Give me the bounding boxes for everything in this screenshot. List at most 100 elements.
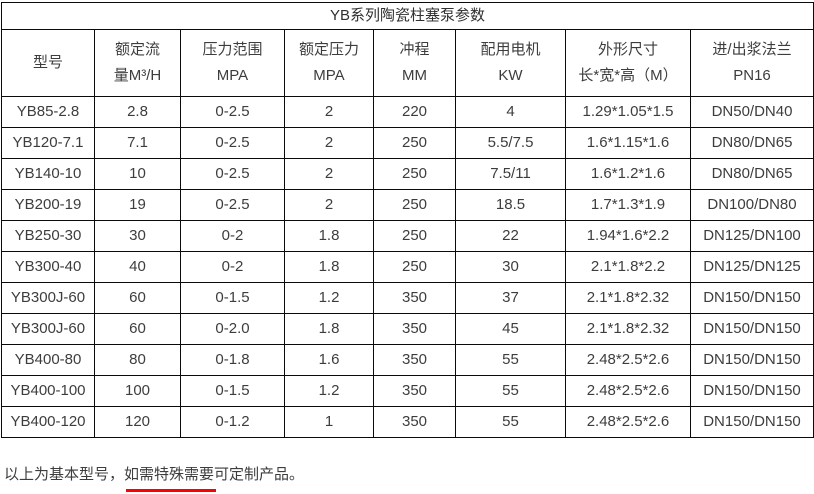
table-cell: YB300-40	[1, 251, 95, 283]
table-title: YB系列陶瓷柱塞泵参数	[0, 2, 814, 30]
table-row: YB300-40 40 0-2 1.8 250 30 2.1*1.8*2.2 DN125/DN…	[1, 251, 814, 283]
table-row: YB200-19 19 0-2.5 2 250 18.5 1.7*1.3*1.9 DN100/…	[1, 189, 814, 221]
table-cell: 0-2.5	[180, 158, 285, 190]
table-cell: YB400-100	[1, 375, 95, 407]
col-header-rated-flow: 额定流 量M³/H	[94, 29, 181, 97]
table-row: YB85-2.8 2.8 0-2.5 2 220 4 1.29*1.05*1.5 DN50/D…	[1, 96, 814, 128]
table-cell: 5.5/7.5	[455, 127, 566, 159]
table-cell: 350	[373, 313, 456, 345]
table-cell: 10	[94, 158, 181, 190]
table-cell: 1.8	[284, 220, 374, 252]
table-cell: 350	[373, 375, 456, 407]
table-cell: DN125/DN100	[689, 220, 814, 252]
table-cell: 1.29*1.05*1.5	[565, 96, 691, 128]
col-header-rated-pressure: 额定压力 MPA	[284, 29, 374, 97]
table-cell: 2.48*2.5*2.6	[565, 406, 691, 438]
table-cell: 0-1.8	[180, 344, 285, 376]
table-cell: YB120-7.1	[1, 127, 95, 159]
table-cell: 2.8	[94, 96, 181, 128]
red-underline-mark	[126, 489, 216, 492]
table-cell: 0-2.0	[180, 313, 285, 345]
table-cell: 7.5/11	[455, 158, 566, 190]
col-header-pressure-range: 压力范围 MPA	[180, 29, 285, 97]
table-cell: YB300J-60	[1, 282, 95, 314]
table-row: YB140-10 10 0-2.5 2 250 7.5/11 1.6*1.2*1.6 DN80…	[1, 158, 814, 190]
table-cell: 55	[455, 344, 566, 376]
table-cell: 1.2	[284, 375, 374, 407]
table-cell: 1.6*1.2*1.6	[565, 158, 691, 190]
table-cell: 220	[373, 96, 456, 128]
table-cell: YB200-19	[1, 189, 95, 221]
table-cell: 2	[284, 127, 374, 159]
table-cell: 250	[373, 127, 456, 159]
table-cell: YB300J-60	[1, 313, 95, 345]
table-cell: 37	[455, 282, 566, 314]
table-cell: 45	[455, 313, 566, 345]
table-cell: 40	[94, 251, 181, 283]
table-cell: 2	[284, 96, 374, 128]
table-cell: 2.1*1.8*2.32	[565, 313, 691, 345]
table-row: YB300J-60 60 0-2.0 1.8 350 45 2.1*1.8*2.32 DN15…	[1, 313, 814, 345]
pump-spec-table: YB系列陶瓷柱塞泵参数 型号 额定流 量M³/H 压力范围 MPA 额定压力 M…	[0, 2, 814, 438]
table-cell: YB250-30	[1, 220, 95, 252]
table-cell: DN125/DN125	[689, 251, 814, 283]
table-row: YB400-120 120 0-1.2 1 350 55 2.48*2.5*2.6 DN150…	[1, 406, 814, 438]
table-cell: 120	[94, 406, 181, 438]
table-cell: YB400-80	[1, 344, 95, 376]
table-cell: 350	[373, 344, 456, 376]
table-cell: DN100/DN80	[689, 189, 814, 221]
table-cell: 350	[373, 406, 456, 438]
table-cell: 2.48*2.5*2.6	[565, 375, 691, 407]
table-cell: 1.8	[284, 251, 374, 283]
table-cell: DN150/DN150	[689, 313, 814, 345]
table-cell: 30	[455, 251, 566, 283]
table-cell: 1.94*1.6*2.2	[565, 220, 691, 252]
table-cell: 0-2	[180, 220, 285, 252]
table-cell: 2.48*2.5*2.6	[565, 344, 691, 376]
table-cell: 80	[94, 344, 181, 376]
table-cell: DN50/DN40	[689, 96, 814, 128]
table-cell: 0-2	[180, 251, 285, 283]
table-cell: 1.2	[284, 282, 374, 314]
table-cell: 2.1*1.8*2.32	[565, 282, 691, 314]
table-cell: 2.1*1.8*2.2	[565, 251, 691, 283]
col-header-model: 型号	[1, 29, 95, 97]
table-cell: 19	[94, 189, 181, 221]
table-cell: DN80/DN65	[689, 158, 814, 190]
table-cell: 55	[455, 406, 566, 438]
table-cell: 0-1.5	[180, 282, 285, 314]
table-cell: 4	[455, 96, 566, 128]
table-cell: 0-2.5	[180, 189, 285, 221]
table-row: YB300J-60 60 0-1.5 1.2 350 37 2.1*1.8*2.32 DN15…	[1, 282, 814, 314]
table-cell: YB400-120	[1, 406, 95, 438]
table-cell: 1.6*1.15*1.6	[565, 127, 691, 159]
col-header-motor: 配用电机 KW	[455, 29, 566, 97]
table-cell: 250	[373, 158, 456, 190]
col-header-flange: 进/出浆法兰 PN16	[689, 29, 814, 97]
table-cell: 0-1.5	[180, 375, 285, 407]
table-cell: 2	[284, 189, 374, 221]
table-cell: 2	[284, 158, 374, 190]
table-cell: 1.7*1.3*1.9	[565, 189, 691, 221]
table-cell: DN150/DN150	[689, 406, 814, 438]
table-cell: 0-1.2	[180, 406, 285, 438]
table-cell: 7.1	[94, 127, 181, 159]
table-cell: YB85-2.8	[1, 96, 95, 128]
table-cell: DN150/DN150	[689, 344, 814, 376]
table-cell: 250	[373, 251, 456, 283]
table-cell: DN80/DN65	[689, 127, 814, 159]
table-cell: 0-2.5	[180, 127, 285, 159]
table-cell: 1.6	[284, 344, 374, 376]
table-cell: 350	[373, 282, 456, 314]
table-row: YB400-80 80 0-1.8 1.6 350 55 2.48*2.5*2.6 DN150…	[1, 344, 814, 376]
table-cell: 55	[455, 375, 566, 407]
table-cell: 60	[94, 313, 181, 345]
table-cell: 30	[94, 220, 181, 252]
table-header-row: 型号 额定流 量M³/H 压力范围 MPA 额定压力 MPA 冲程 MM 配用电…	[1, 29, 814, 97]
table-cell: 22	[455, 220, 566, 252]
table-cell: 250	[373, 220, 456, 252]
table-cell: DN150/DN150	[689, 282, 814, 314]
footer-note: 以上为基本型号，如需特殊需要可定制产品。	[4, 466, 305, 483]
col-header-dimensions: 外形尺寸 长*宽*高（M）	[565, 29, 691, 97]
